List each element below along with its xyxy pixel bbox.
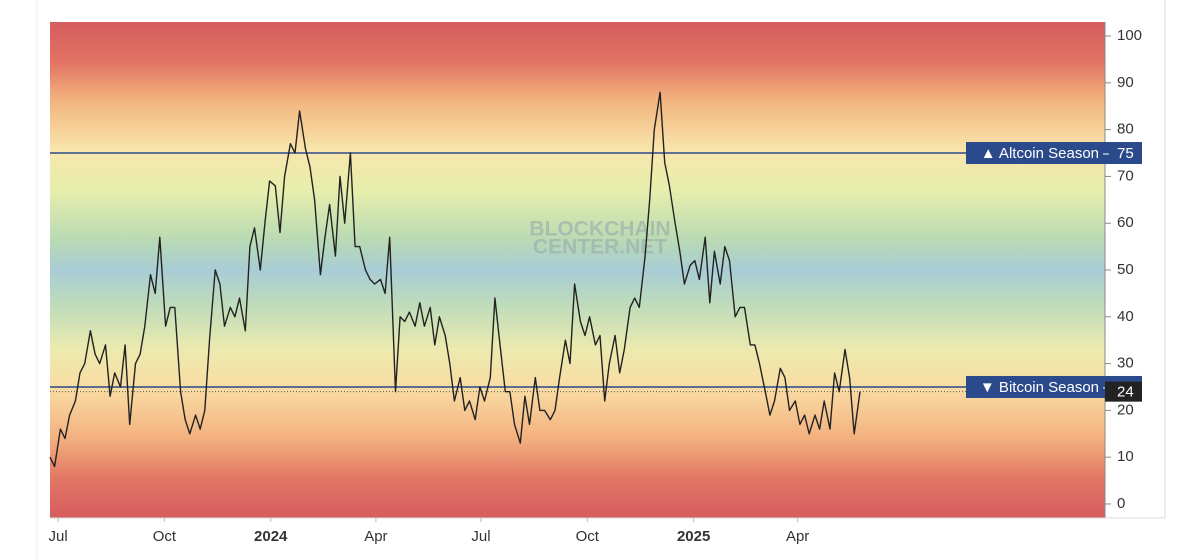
x-tick-label: 2024 [254, 528, 288, 545]
threshold-label: ▼ Bitcoin Season [980, 379, 1099, 396]
y-tick-label: 0 [1117, 495, 1125, 512]
threshold-badge [966, 375, 1142, 398]
threshold-label: ▲ Altcoin Season [981, 145, 1099, 162]
y-tick-label: 100 [1117, 27, 1142, 44]
y-tick-label: 40 [1117, 308, 1134, 325]
y-tick-label: 50 [1117, 261, 1134, 278]
x-tick-label: 2025 [677, 528, 710, 545]
y-tick-label: 70 [1117, 167, 1134, 184]
index-line [49, 91, 861, 468]
y-tick-label: 60 [1117, 214, 1134, 231]
plot-background [50, 22, 1105, 518]
y-tick-label: 80 [1117, 121, 1134, 138]
x-tick-label: Oct [153, 528, 177, 545]
x-tick-label: Apr [786, 528, 809, 545]
y-tick-label: 10 [1117, 448, 1134, 465]
current-value-label: 24 [1117, 384, 1134, 401]
threshold-value: 75 [1117, 145, 1134, 162]
x-tick-label: Apr [364, 528, 387, 545]
x-tick-label: Oct [576, 528, 600, 545]
threshold-badge [966, 142, 1142, 165]
y-tick-label: 30 [1117, 355, 1134, 372]
current-value-badge [1105, 381, 1142, 402]
y-tick-label: 20 [1117, 401, 1134, 418]
y-tick-label: 90 [1117, 74, 1134, 91]
x-tick-label: Jul [48, 528, 67, 545]
watermark: BLOCKCHAIN [529, 218, 670, 241]
watermark: CENTER.NET [533, 236, 667, 259]
x-tick-label: Jul [471, 528, 490, 545]
